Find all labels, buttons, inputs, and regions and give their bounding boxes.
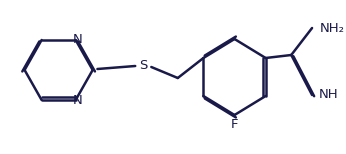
Text: NH: NH [319,89,338,101]
Text: NH₂: NH₂ [320,22,345,34]
Text: F: F [231,118,238,130]
Text: N: N [73,95,82,107]
Text: N: N [73,32,82,45]
Text: S: S [139,59,148,71]
